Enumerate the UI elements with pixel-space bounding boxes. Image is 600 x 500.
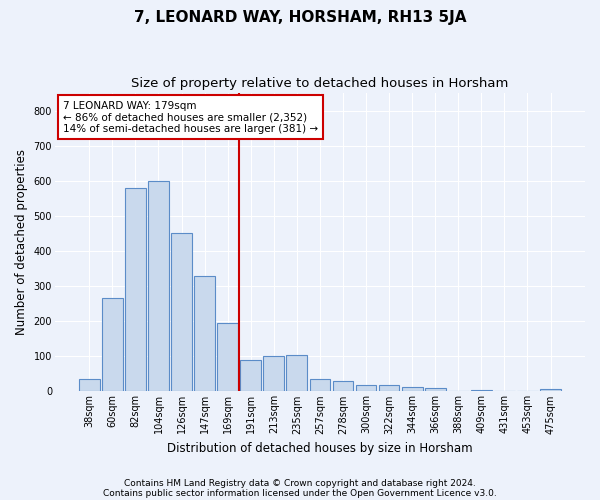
Bar xyxy=(471,390,492,392)
Text: 7 LEONARD WAY: 179sqm
← 86% of detached houses are smaller (2,352)
14% of semi-d: 7 LEONARD WAY: 179sqm ← 86% of detached … xyxy=(63,100,318,134)
Bar xyxy=(171,234,192,392)
Bar xyxy=(148,181,169,392)
Bar xyxy=(125,188,146,392)
Text: 7, LEONARD WAY, HORSHAM, RH13 5JA: 7, LEONARD WAY, HORSHAM, RH13 5JA xyxy=(134,10,466,25)
Text: Contains HM Land Registry data © Crown copyright and database right 2024.: Contains HM Land Registry data © Crown c… xyxy=(124,478,476,488)
Bar xyxy=(286,354,307,392)
Bar xyxy=(79,379,100,392)
Bar xyxy=(310,379,330,392)
Bar xyxy=(425,388,446,392)
Bar xyxy=(379,386,400,392)
Bar xyxy=(217,323,238,392)
Text: Contains public sector information licensed under the Open Government Licence v3: Contains public sector information licen… xyxy=(103,488,497,498)
Bar xyxy=(102,298,123,392)
Bar xyxy=(194,276,215,392)
Bar xyxy=(263,356,284,392)
Y-axis label: Number of detached properties: Number of detached properties xyxy=(15,149,28,335)
Bar xyxy=(332,381,353,392)
Title: Size of property relative to detached houses in Horsham: Size of property relative to detached ho… xyxy=(131,78,509,90)
Bar xyxy=(241,360,261,392)
Bar xyxy=(356,386,376,392)
Bar xyxy=(402,387,422,392)
X-axis label: Distribution of detached houses by size in Horsham: Distribution of detached houses by size … xyxy=(167,442,473,455)
Bar xyxy=(540,389,561,392)
